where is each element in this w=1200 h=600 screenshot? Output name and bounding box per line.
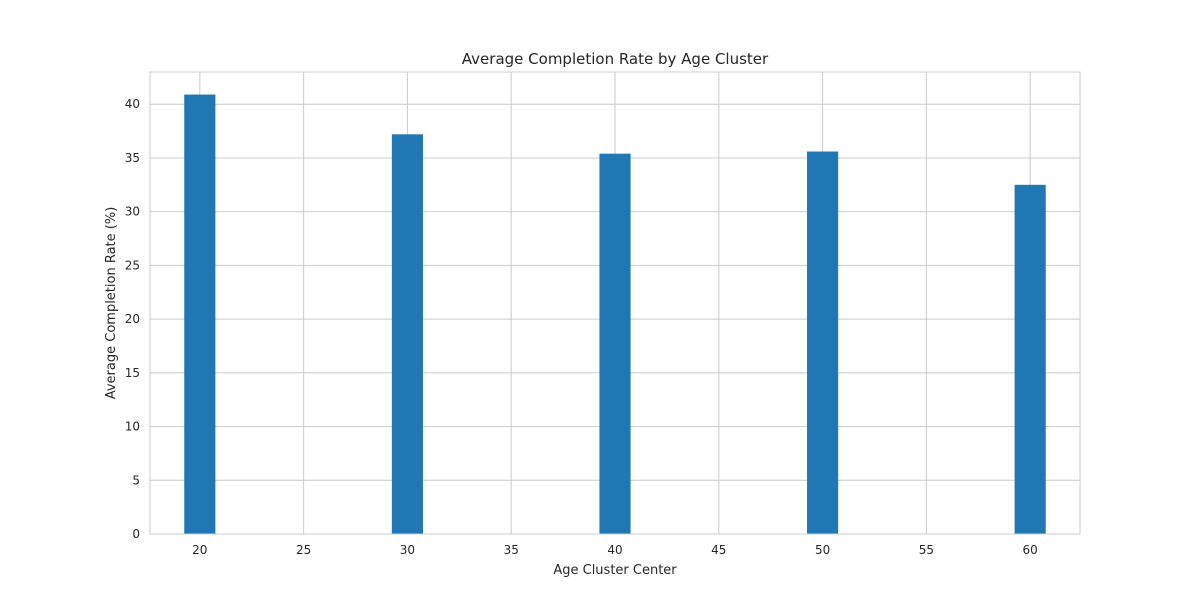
y-tick-label: 15 — [125, 366, 140, 380]
x-tick-label: 50 — [815, 543, 830, 557]
y-tick-label: 40 — [125, 97, 140, 111]
y-tick-label: 5 — [132, 473, 140, 487]
x-tick-label: 40 — [607, 543, 622, 557]
bar-50 — [807, 151, 839, 535]
bars — [184, 94, 1046, 535]
y-tick-label: 35 — [125, 151, 140, 165]
x-tick-labels: 20 25 30 35 40 45 50 55 60 — [192, 543, 1038, 557]
plot-frame — [149, 71, 1081, 535]
x-tick-label: 55 — [919, 543, 934, 557]
y-tick-label: 30 — [125, 205, 140, 219]
y-tick-label: 10 — [125, 420, 140, 434]
bar-20 — [184, 94, 216, 534]
y-tick-labels: 0 5 10 15 20 25 30 35 40 — [125, 97, 140, 541]
x-tick-label: 60 — [1023, 543, 1038, 557]
x-tick-label: 20 — [192, 543, 207, 557]
x-tick-label: 30 — [400, 543, 415, 557]
x-tick-label: 45 — [711, 543, 726, 557]
chart-title: Average Completion Rate by Age Cluster — [462, 50, 769, 68]
bar-30 — [391, 134, 423, 534]
x-tick-label: 25 — [296, 543, 311, 557]
y-tick-label: 20 — [125, 312, 140, 326]
y-tick-label: 25 — [125, 258, 140, 272]
y-tick-label: 0 — [132, 527, 140, 541]
y-axis-label: Average Completion Rate (%) — [104, 207, 119, 400]
x-axis-label: Age Cluster Center — [553, 563, 677, 578]
bar-40 — [599, 153, 631, 534]
x-tick-label: 35 — [504, 543, 519, 557]
bar-60 — [1014, 184, 1046, 534]
